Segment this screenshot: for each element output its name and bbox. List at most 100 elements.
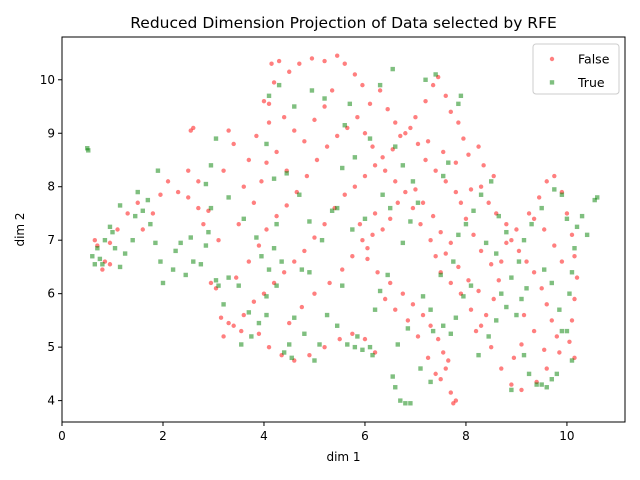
point-true-71: [468, 283, 474, 288]
point-true-177: [274, 283, 279, 288]
point-true-124: [340, 165, 345, 171]
point-false-162: [531, 216, 537, 222]
point-false-84: [231, 323, 236, 328]
point-true-69: [453, 315, 459, 320]
point-true-4: [97, 256, 103, 262]
point-true-10: [122, 251, 128, 256]
point-false-11: [266, 120, 272, 125]
point-false-224: [521, 312, 527, 318]
point-false-6: [221, 168, 226, 173]
point-true-116: [276, 82, 282, 88]
point-false-89: [264, 227, 269, 232]
point-true-159: [438, 272, 443, 278]
ticks-layer: 0 2 4 6 8 10 4 5 6 7 8 9 10: [40, 73, 575, 443]
point-true-133: [213, 136, 219, 141]
point-false-228: [542, 347, 547, 353]
point-true-139: [259, 254, 264, 259]
point-true-42: [299, 267, 305, 272]
point-true-18: [160, 280, 166, 286]
legend-label-false: False: [578, 52, 610, 67]
point-false-217: [471, 232, 476, 238]
point-false-24: [377, 88, 383, 93]
point-false-205: [302, 139, 307, 144]
point-false-207: [322, 104, 327, 109]
point-true-166: [569, 358, 575, 363]
point-true-161: [483, 240, 489, 246]
point-true-104: [458, 93, 464, 99]
point-true-49: [345, 342, 350, 347]
point-true-137: [241, 216, 246, 222]
point-false-229: [453, 160, 459, 165]
point-false-105: [415, 141, 421, 147]
point-true-24: [203, 243, 209, 248]
point-true-117: [393, 144, 398, 149]
point-true-151: [302, 331, 307, 336]
point-false-200: [340, 267, 345, 272]
point-false-35: [461, 136, 466, 141]
point-true-138: [254, 235, 259, 240]
point-false-142: [496, 278, 501, 283]
point-false-2: [231, 141, 236, 147]
point-false-175: [92, 237, 98, 243]
point-true-108: [390, 66, 395, 72]
point-true-28: [216, 283, 221, 288]
point-false-137: [393, 307, 398, 312]
point-true-5: [95, 246, 100, 251]
point-true-66: [430, 328, 436, 334]
point-true-89: [572, 246, 577, 251]
point-false-115: [380, 227, 385, 232]
point-true-111: [342, 123, 347, 128]
point-false-147: [536, 195, 542, 200]
point-false-5: [241, 184, 246, 189]
point-false-1: [191, 125, 196, 131]
point-false-54: [519, 387, 524, 393]
point-false-38: [481, 163, 486, 168]
point-true-34: [264, 312, 269, 318]
point-false-206: [312, 117, 317, 123]
point-false-36: [466, 152, 471, 157]
point-true-59: [403, 401, 408, 406]
point-false-13: [269, 61, 274, 66]
point-true-130: [297, 192, 302, 197]
point-true-15: [148, 221, 153, 227]
point-true-56: [390, 374, 395, 379]
point-false-32: [443, 93, 448, 99]
point-true-6: [102, 237, 108, 243]
point-true-164: [549, 280, 554, 286]
point-true-176: [264, 294, 269, 299]
point-true-12: [133, 213, 138, 219]
point-false-155: [572, 296, 577, 302]
point-false-154: [574, 275, 580, 280]
point-false-131: [451, 401, 456, 406]
point-true-115: [266, 93, 272, 99]
point-true-140: [441, 173, 446, 179]
point-true-148: [504, 229, 509, 235]
point-false-59: [468, 307, 474, 312]
point-false-169: [115, 227, 120, 232]
point-false-73: [342, 192, 347, 197]
point-true-44: [312, 358, 317, 363]
point-false-124: [428, 323, 433, 328]
point-true-95: [552, 187, 557, 192]
point-false-186: [256, 331, 262, 336]
plot-frame: [61, 36, 626, 423]
point-false-18: [322, 58, 327, 64]
point-true-91: [579, 213, 585, 219]
point-true-36: [271, 246, 277, 251]
point-true-178: [355, 334, 360, 339]
point-true-63: [415, 200, 421, 205]
legend: False True: [532, 43, 620, 95]
y-tick-label-9: 9: [47, 126, 55, 140]
point-true-144: [471, 208, 476, 213]
point-false-75: [322, 221, 327, 227]
legend-label-true: True: [577, 75, 605, 90]
point-false-43: [509, 237, 514, 243]
point-true-110: [347, 101, 353, 107]
point-false-190: [307, 352, 312, 358]
point-false-184: [226, 320, 231, 326]
point-false-111: [365, 246, 370, 251]
point-false-165: [158, 192, 163, 197]
point-true-162: [494, 251, 499, 256]
point-true-121: [380, 192, 385, 197]
point-false-120: [388, 280, 393, 286]
